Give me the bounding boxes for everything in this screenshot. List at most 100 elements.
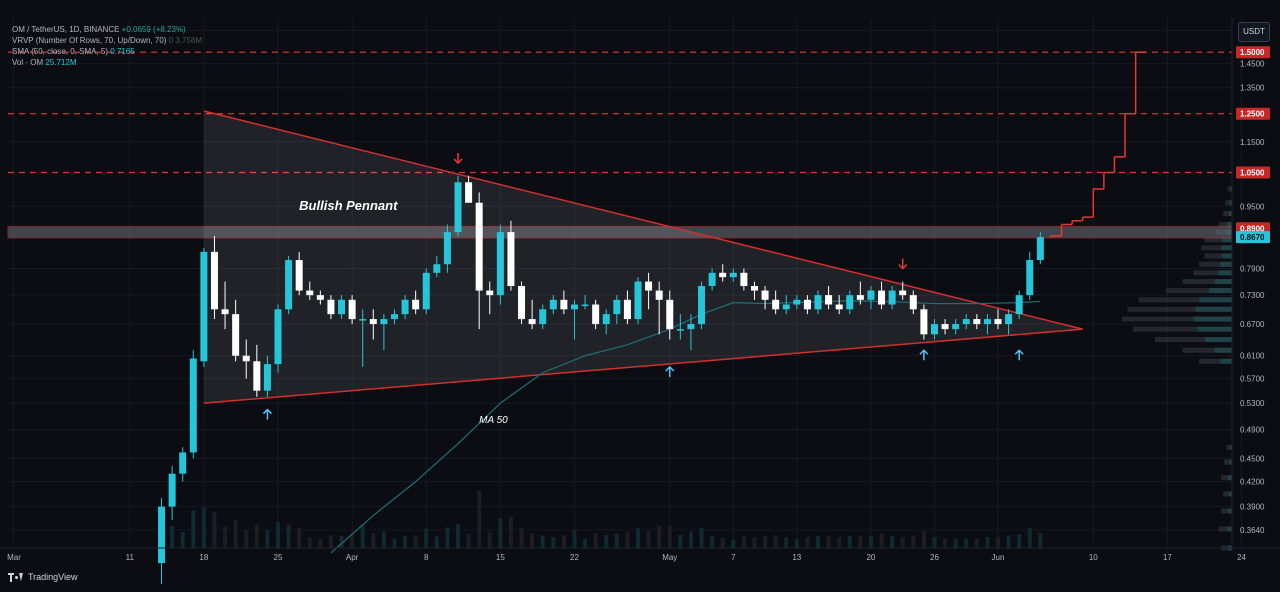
time-tick-label: May — [662, 553, 677, 562]
volume-profile-bar — [1182, 347, 1232, 353]
legend-vrvp-row[interactable]: VRVP (Number Of Rows, 70, Up/Down, 70) 0… — [12, 35, 202, 46]
volume-bar — [805, 537, 810, 548]
candle-body — [422, 272, 430, 310]
candle-body — [1015, 295, 1023, 315]
volume-profile-bar — [1226, 444, 1232, 450]
volume-profile-up-bar — [1218, 270, 1232, 276]
volume-profile — [1122, 186, 1232, 551]
legend: OM / TetherUS, 1D, BINANCE +0.0659 (+8.2… — [12, 24, 202, 68]
price-tick-label: 0.3900 — [1240, 503, 1265, 512]
volume-bar — [996, 536, 1000, 548]
volume-bar — [773, 535, 778, 548]
candle-body — [592, 304, 600, 325]
volume-bar — [434, 536, 439, 548]
volume-profile-up-bar — [1227, 526, 1232, 532]
legend-vol-row[interactable]: Vol · OM 25.712M — [12, 57, 202, 68]
volume-bar — [604, 535, 609, 548]
volume-bar — [731, 539, 736, 548]
candle-body — [846, 295, 854, 310]
volume-bar — [837, 537, 842, 548]
candle-body — [973, 319, 981, 325]
volume-bar — [784, 537, 789, 548]
candle-body — [1005, 314, 1013, 325]
volume-profile-up-bar — [1197, 326, 1232, 332]
candle-body — [539, 309, 547, 325]
candle-body — [623, 299, 631, 320]
candle-body — [655, 290, 663, 300]
volume-bar — [974, 538, 979, 548]
candle-body — [793, 299, 801, 305]
currency-button[interactable]: USDT — [1238, 22, 1270, 42]
price-tick-label: 0.5700 — [1240, 375, 1265, 384]
candle-body — [782, 304, 790, 310]
candle-body — [369, 319, 377, 325]
volume-bar — [794, 539, 799, 548]
arrow-down-icon — [453, 153, 463, 165]
volume-bar — [498, 518, 503, 548]
vrvp-label: VRVP (Number Of Rows, 70, Up/Down, 70) — [12, 36, 167, 45]
volume-bar — [625, 531, 630, 548]
time-tick-label: 11 — [126, 553, 135, 562]
volume-bar — [551, 537, 556, 548]
volume-bar — [212, 511, 217, 548]
candle-body — [952, 324, 960, 330]
volume-bar — [752, 537, 757, 548]
volume-profile-bar — [1221, 475, 1232, 481]
volume-profile-bar — [1224, 459, 1232, 465]
volume-profile-up-bar — [1228, 491, 1232, 497]
price-axis: 1.60001.45001.35001.15000.95000.79000.73… — [1231, 18, 1270, 548]
volume-profile-bar — [1122, 316, 1232, 322]
candle-body — [602, 314, 610, 325]
volume-bar — [180, 532, 185, 548]
candle-body — [867, 290, 875, 300]
time-tick-label: 8 — [424, 553, 429, 562]
pennant-top-line — [203, 110, 1083, 330]
pennant-bottom-line — [203, 328, 1083, 404]
candle-body — [518, 286, 526, 320]
volume-profile-up-bar — [1214, 279, 1232, 285]
price-tick-label: 0.4500 — [1240, 454, 1265, 463]
candle-body — [687, 324, 695, 330]
candle-body — [454, 182, 462, 233]
volume-bar — [816, 535, 820, 548]
volume-profile-bar — [1225, 200, 1232, 206]
volume-bar — [593, 533, 598, 548]
volume-bar — [1017, 534, 1022, 548]
volume-bar — [561, 535, 566, 548]
volume-bar — [201, 507, 206, 548]
volume-bar — [847, 535, 852, 548]
candle-body — [433, 264, 441, 273]
candle-body — [496, 232, 504, 296]
candle-body — [719, 272, 727, 278]
volume-profile-up-bar — [1229, 200, 1232, 206]
candle-body — [570, 304, 578, 310]
time-tick-label: 26 — [930, 553, 939, 562]
volume-bar — [943, 538, 948, 548]
volume-bar — [350, 533, 355, 548]
legend-symbol-row[interactable]: OM / TetherUS, 1D, BINANCE +0.0659 (+8.2… — [12, 24, 202, 35]
legend-sma-row[interactable]: SMA (50, close, 0, SMA, 5) 0.7165 — [12, 46, 202, 57]
vol-value: 25.712M — [45, 58, 77, 67]
volume-bar — [191, 510, 196, 548]
level-price-label: 1.5000 — [1240, 48, 1265, 57]
volume-bar — [519, 528, 524, 548]
volume-profile-up-bar — [1199, 297, 1232, 303]
volume-bar — [403, 535, 408, 548]
volume-profile-up-bar — [1228, 475, 1232, 481]
tradingview-brand[interactable]: TradingView — [8, 572, 78, 582]
volume-bar — [456, 524, 460, 548]
volume-profile-up-bar — [1229, 459, 1232, 465]
brand-label: TradingView — [28, 572, 78, 582]
candle-body — [750, 286, 758, 291]
volume-bar — [911, 535, 916, 548]
volume-bar — [583, 538, 588, 548]
volume-bar — [720, 537, 725, 548]
candle-body — [803, 299, 811, 310]
candle-body — [941, 324, 949, 330]
volume-bar — [297, 527, 302, 548]
volume-bar — [424, 528, 429, 548]
volume-profile-up-bar — [1228, 210, 1232, 216]
volume-bar — [328, 535, 333, 548]
